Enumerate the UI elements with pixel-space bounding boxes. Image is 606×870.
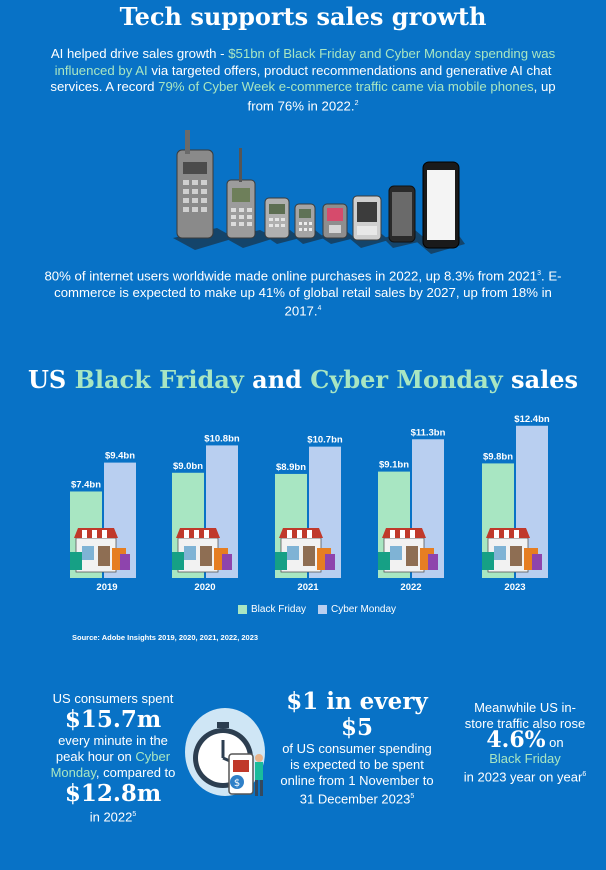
stat-instore-traffic: Meanwhile US in-store traffic also rose …: [462, 700, 588, 785]
stat-big-number: $15.7m: [64, 706, 162, 733]
stat-text: in 2023 year on year: [463, 769, 583, 785]
x-tick-label: 2022: [400, 582, 421, 593]
stat-text: in 2022: [89, 809, 133, 825]
chart-legend: Black Friday Cyber Monday: [238, 604, 396, 615]
stat-text: every minute in the peak hour on Cyber M…: [48, 733, 178, 781]
mobile-phones-evolution-icon: [173, 130, 465, 254]
stat-text: every minute in the peak hour on: [55, 733, 168, 764]
data-label: $8.9bn: [276, 462, 306, 473]
stat-online-share: $1 in every $5 of US consumer spending i…: [276, 689, 438, 807]
footnote-ref: 5: [132, 811, 137, 818]
chart-title: US Black Friday and Cyber Monday sales: [0, 365, 606, 394]
data-label: $10.7bn: [307, 435, 343, 446]
chart-source: Source: Adobe Insights 2019, 2020, 2021,…: [72, 633, 259, 642]
intro-text: AI helped drive sales growth -: [50, 46, 229, 61]
storefront-shopping-bags-icon: [482, 528, 542, 573]
intro-text: . E-commerce is expected to make up 41% …: [54, 268, 562, 319]
x-tick-label: 2019: [96, 582, 117, 593]
intro-text: 80% of internet users worldwide made onl…: [44, 268, 538, 284]
x-tick-label: 2023: [504, 582, 525, 593]
stat-big-number: 4.6%: [486, 727, 546, 753]
chart-title-part: and: [243, 365, 311, 394]
intro-paragraph-2: 80% of internet users worldwide made onl…: [40, 266, 566, 320]
chart-title-part: US: [27, 365, 75, 394]
legend-label: Cyber Monday: [331, 604, 397, 615]
stat-big-number: $12.8m: [64, 780, 162, 807]
chart-title-part: Black Friday: [74, 365, 244, 394]
stat-cyber-monday-spend: US consumers spent $15.7m every minute i…: [48, 691, 178, 825]
data-label: $12.4bn: [514, 414, 550, 425]
chart-title-part: Cyber Monday: [310, 365, 503, 394]
data-label: $9.8bn: [483, 451, 513, 462]
legend-label: Black Friday: [251, 604, 307, 615]
intro-text: , up from 76% in 2022.: [247, 79, 556, 113]
footnote-ref: 6: [582, 771, 587, 778]
stat-highlight: Black Friday: [489, 751, 561, 766]
footnote-ref: 4: [317, 305, 322, 313]
footnote-ref: 5: [410, 793, 415, 800]
storefront-shopping-bags-icon: [275, 528, 335, 573]
storefront-shopping-bags-icon: [378, 528, 438, 573]
page-title: Tech supports sales growth: [119, 2, 487, 31]
footnote-ref: 3: [537, 270, 542, 277]
data-label: $7.4bn: [71, 479, 101, 490]
clock-phone-payment-icon: $: [185, 708, 265, 796]
intro-highlight-ai: $51bn of Black Friday and Cyber Monday s…: [54, 46, 556, 78]
stat-text: of US consumer spending is expected to b…: [280, 741, 434, 807]
legend-item-black-friday: Black Friday: [238, 604, 306, 615]
intro-text: via targeted offers, product recommendat…: [50, 62, 552, 95]
stat-text: Meanwhile US in-store traffic also rose: [464, 700, 586, 731]
storefront-shopping-bags-icon: [172, 528, 232, 573]
x-tick-label: 2020: [194, 582, 215, 593]
data-label: $9.4bn: [105, 451, 135, 462]
bar-chart: $7.4bn $9.4bn 2019 $9.0bn $10.8bn 2020 $8.9bn $…: [70, 414, 550, 593]
data-label: $9.0bn: [173, 461, 203, 472]
x-tick-label: 2021: [297, 582, 319, 593]
stat-text: US consumers spent: [52, 691, 174, 706]
intro-highlight-mobile: 79% of Cyber Week e-commerce traffic cam…: [158, 79, 534, 94]
legend-item-cyber-monday: Cyber Monday: [318, 604, 396, 615]
storefront-shopping-bags-icon: [70, 528, 130, 573]
data-label: $11.3bn: [411, 427, 446, 438]
stat-text: , compared to: [95, 765, 176, 780]
svg-text:$: $: [234, 778, 240, 789]
stat-highlight: Cyber Monday: [50, 749, 171, 780]
data-label: $10.8bn: [204, 433, 240, 444]
chart-title-part: sales: [502, 365, 579, 394]
intro-paragraph: AI helped drive sales growth - $51bn of …: [40, 46, 566, 114]
data-label: $9.1bn: [379, 460, 409, 471]
stat-big-number: $1 in every $5: [286, 688, 428, 741]
stat-text: on: [549, 735, 564, 750]
footnote-ref: 2: [354, 99, 359, 107]
